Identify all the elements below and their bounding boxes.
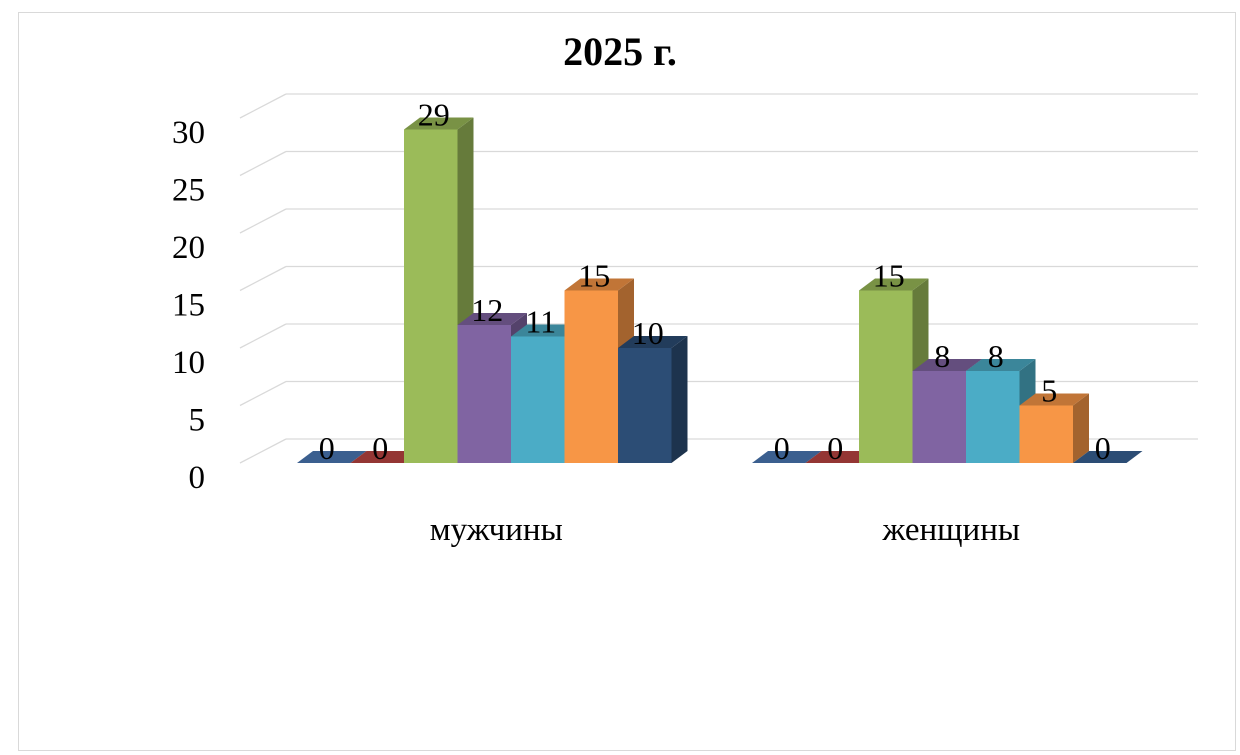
data-label: 11: [525, 304, 556, 340]
bar: [805, 451, 875, 463]
data-label: 0: [319, 430, 335, 466]
chart-title: 2025 г.: [563, 29, 677, 74]
y-axis-ticks: 0 5 10 15 20 25 30: [172, 115, 205, 496]
gridline-side: [239, 265, 287, 292]
data-label: 0: [774, 430, 790, 466]
data-label: 8: [934, 338, 950, 374]
data-labels: 0 0 29 12 11 15 10 0 0 15 8 8 5 0: [319, 97, 1111, 467]
bar: [1019, 393, 1089, 463]
gridline-side: [239, 380, 287, 407]
data-label: 10: [632, 315, 664, 351]
data-label: 0: [827, 430, 843, 466]
bar: [297, 451, 367, 463]
category-label: женщины: [881, 512, 1020, 548]
x-axis-categories: мужчины женщины: [430, 512, 1020, 548]
bar: [618, 336, 688, 463]
data-label: 29: [418, 97, 450, 133]
y-tick-label: 25: [172, 173, 205, 209]
gridline-side: [239, 93, 287, 119]
data-label: 0: [372, 430, 388, 466]
y-tick-label: 10: [172, 345, 205, 381]
y-tick-label: 0: [189, 460, 206, 496]
y-tick-label: 15: [172, 288, 205, 324]
y-tick-label: 5: [189, 403, 206, 439]
data-label: 5: [1041, 373, 1057, 409]
y-tick-label: 30: [172, 115, 205, 151]
gridline-side: [239, 438, 287, 464]
gridline-side: [239, 150, 287, 177]
gridline-side: [239, 323, 287, 349]
bars: [297, 117, 1143, 463]
category-label: мужчины: [430, 512, 563, 548]
bar: [1073, 451, 1143, 463]
data-label: 0: [1095, 430, 1111, 466]
data-label: 8: [988, 338, 1004, 374]
data-label: 15: [873, 258, 905, 294]
gridline-side: [239, 208, 287, 234]
y-tick-label: 20: [172, 230, 205, 266]
bar: [752, 451, 822, 463]
bar: [350, 451, 420, 463]
data-label: 12: [471, 292, 503, 328]
data-label: 15: [578, 258, 610, 294]
